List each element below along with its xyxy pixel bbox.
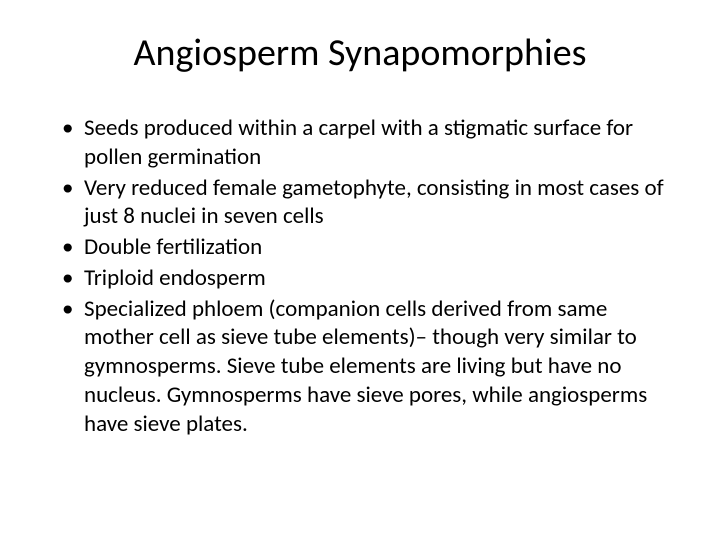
bullet-item: Seeds produced within a carpel with a st… <box>60 114 670 172</box>
bullet-item: Double fertilization <box>60 233 670 262</box>
slide: Angiosperm Synapomorphies Seeds produced… <box>0 0 720 540</box>
slide-title: Angiosperm Synapomorphies <box>50 30 670 76</box>
bullet-list: Seeds produced within a carpel with a st… <box>50 114 670 438</box>
bullet-item: Very reduced female gametophyte, consist… <box>60 174 670 232</box>
bullet-item: Specialized phloem (companion cells deri… <box>60 295 670 439</box>
bullet-item: Triploid endosperm <box>60 264 670 293</box>
